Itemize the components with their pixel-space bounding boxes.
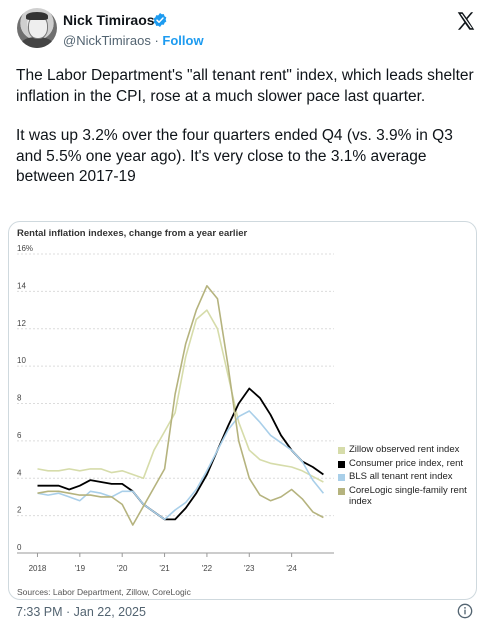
legend-item-zillow: Zillow observed rent index [338, 444, 473, 456]
legend-label-corelogic: CoreLogic single-family rent index [349, 484, 467, 508]
author-name[interactable]: Nick Timiraos [63, 12, 155, 28]
chart-card[interactable]: 0 2 4 6 8 10 12 14 16% 2018 '19 '20 '21 '22 '23 '24 Ren… [8, 221, 477, 600]
x-logo-icon[interactable] [455, 10, 477, 32]
verified-badge-icon [153, 13, 167, 27]
chart-canvas: 0 2 4 6 8 10 12 14 16% 2018 '19 '20 '21 '22 '23 '24 [17, 244, 334, 573]
series-line-3 [37, 285, 324, 526]
y-tick-label: 14 [17, 281, 26, 290]
tweet-text: The Labor Department's "all tenant rent"… [16, 66, 482, 207]
legend-swatch-bls [338, 474, 345, 481]
series-line-0 [37, 309, 324, 483]
chart-legend: Zillow observed rent index Consumer pric… [338, 444, 473, 510]
x-tick-label: 2018 [29, 564, 47, 573]
follow-button[interactable]: Follow [162, 33, 204, 48]
chart-title: Rental inflation indexes, change from a … [17, 228, 248, 239]
y-tick-label: 6 [17, 431, 22, 440]
y-tick-label: 8 [17, 394, 22, 403]
x-tick-label: '19 [75, 564, 86, 573]
info-icon[interactable] [457, 603, 473, 619]
tweet-paragraph-1: The Labor Department's "all tenant rent"… [16, 67, 474, 105]
tweet-header: Nick Timiraos @NickTimiraos · Follow [0, 0, 492, 62]
legend-swatch-cpi [338, 460, 345, 468]
legend-label-bls: BLS all tenant rent index [349, 471, 453, 482]
legend-item-bls: BLS all tenant rent index [338, 471, 473, 483]
legend-label-zillow: Zillow observed rent index [349, 444, 460, 455]
series-line-2 [37, 410, 325, 521]
y-tick-label: 4 [17, 468, 22, 477]
chart-source: Sources: Labor Department, Zillow, CoreL… [17, 587, 191, 597]
avatar-shirt [21, 37, 53, 48]
avatar-hair [26, 12, 48, 20]
x-tick-label: '21 [159, 564, 170, 573]
legend-label-cpi: Consumer price index, rent [349, 457, 464, 469]
x-tick-label: '20 [117, 564, 128, 573]
tweet-timestamp[interactable]: 7:33 PM · Jan 22, 2025 [16, 605, 146, 619]
legend-item-cpi: Consumer price index, rent [338, 458, 473, 470]
x-tick-label: '24 [286, 564, 297, 573]
series-line-1 [37, 387, 324, 521]
handle-separator: · [154, 33, 159, 48]
author-handle[interactable]: @NickTimiraos [63, 33, 151, 48]
x-tick-label: '23 [244, 564, 255, 573]
author-avatar[interactable] [17, 8, 57, 48]
y-tick-label: 0 [17, 543, 22, 552]
y-tick-label: 12 [17, 319, 26, 328]
y-tick-label: 16% [17, 244, 33, 253]
legend-item-corelogic: CoreLogic single-family rent index [338, 485, 473, 508]
legend-swatch-zillow [338, 447, 345, 454]
y-tick-label: 2 [17, 506, 22, 515]
legend-swatch-corelogic [338, 487, 345, 495]
tweet-paragraph-2: It was up 3.2% over the four quarters en… [16, 127, 453, 185]
x-tick-label: '22 [202, 564, 213, 573]
y-tick-label: 10 [17, 356, 26, 365]
handle-row: @NickTimiraos · Follow [63, 33, 204, 48]
